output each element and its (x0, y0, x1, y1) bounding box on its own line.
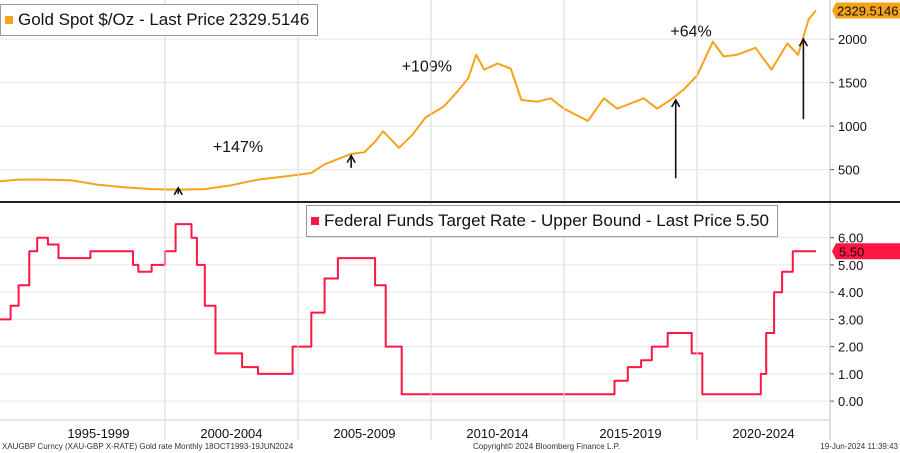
gold-y-tick-label: 1500 (838, 76, 867, 91)
x-period-label: 2000-2004 (200, 426, 262, 441)
fed-y-tick-label: 1.00 (838, 367, 863, 382)
fed-legend: Federal Funds Target Rate - Upper Bound … (306, 205, 778, 237)
fed-legend-value: 5.50 (735, 211, 769, 230)
x-period-label: 2010-2014 (466, 426, 528, 441)
gold-y-tick-label: 500 (838, 163, 860, 178)
gold-last-price-label: 2329.5146 (837, 3, 898, 18)
fed-last-price-tag (832, 243, 900, 260)
x-period-label: 2005-2009 (333, 426, 395, 441)
x-period-label: 1995-1999 (67, 426, 129, 441)
fed-y-tick-label: 3.00 (838, 312, 863, 327)
footer-copyright: Copyright© 2024 Bloomberg Finance L.P. (473, 442, 621, 451)
gold-gain-annotation: +147% (213, 139, 263, 156)
fed-y-tick-label: 6.00 (838, 231, 863, 246)
fed-y-tick-label: 4.00 (838, 285, 863, 300)
gold-price-line (0, 9, 817, 191)
fed-rate-line (0, 223, 816, 396)
gold-gain-annotation: +109% (402, 58, 452, 75)
fed-y-tick-label: 0.00 (838, 394, 863, 409)
up-arrow-head (671, 98, 681, 108)
up-arrow-head (798, 37, 809, 47)
fed-y-tick-label: 5.00 (838, 258, 863, 273)
fed-y-tick-label: 2.00 (838, 340, 863, 355)
fed-legend-label: Federal Funds Target Rate - Upper Bound … (324, 211, 732, 230)
gold-price-panel: 500 1000 1500 2000 2329.5146 +147% +109% +64% (0, 2, 900, 196)
gold-last-price-tag (832, 2, 900, 19)
time-axis: 1995-1999 2000-2004 2005-2009 2010-2014 2015… (0, 0, 900, 441)
gold-legend-swatch (5, 16, 13, 24)
up-arrow-head (173, 186, 183, 196)
x-period-label: 2020-2024 (732, 426, 794, 441)
footer-source: XAUGBP Curncy (XAU-GBP X-RATE) Gold rate… (2, 442, 294, 451)
gold-y-tick-label: 1000 (838, 119, 867, 134)
footer-timestamp: 19-Jun-2024 11:39:43 (820, 442, 898, 451)
gold-legend: Gold Spot $/Oz - Last Price 2329.5146 (0, 4, 319, 36)
x-period-label: 2015-2019 (599, 426, 661, 441)
fed-legend-swatch (311, 217, 319, 225)
fed-last-price-label: 5.50 (839, 244, 864, 259)
gold-legend-label: Gold Spot $/Oz - Last Price (18, 10, 225, 29)
gold-legend-value: 2329.5146 (228, 10, 310, 29)
up-arrow-head (346, 154, 356, 164)
gold-y-tick-label: 2000 (838, 32, 867, 47)
gold-gain-annotation: +64% (670, 24, 711, 41)
fed-rate-panel: 0.00 1.00 2.00 3.00 4.00 5.00 6.005.50 (0, 223, 900, 409)
